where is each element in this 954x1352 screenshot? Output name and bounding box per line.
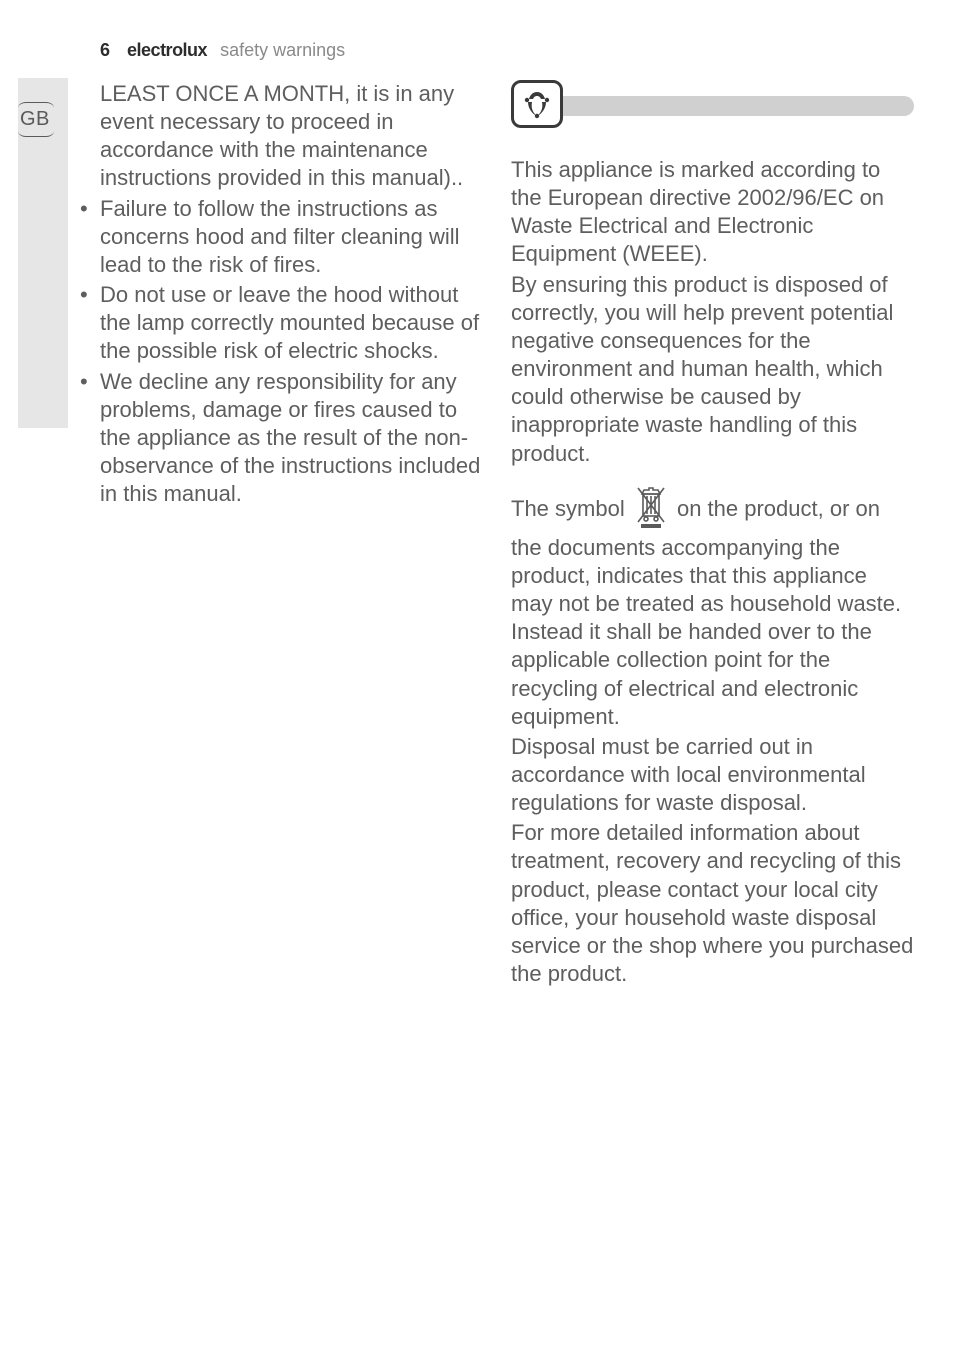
banner-bar — [537, 96, 914, 116]
bullet-item: We decline any responsibility for any pr… — [78, 368, 481, 509]
continuation-text: LEAST ONCE A MONTH, it is in any event n… — [78, 80, 481, 193]
symbol-pre-text: The symbol — [511, 496, 631, 521]
symbol-post-text: on the product, or on the documents acco… — [511, 496, 901, 729]
weee-directive-text: This appliance is marked according to th… — [511, 156, 914, 269]
page-header: 6 electrolux safety warnings — [100, 40, 345, 61]
page-number: 6 — [100, 40, 110, 60]
weee-bin-icon — [631, 482, 671, 530]
symbol-paragraph: The symbol — [511, 486, 914, 731]
language-code: GB — [20, 108, 50, 131]
bullet-item: Do not use or leave the hood without the… — [78, 281, 481, 365]
more-info-text: For more detailed information about trea… — [511, 819, 914, 988]
left-column: LEAST ONCE A MONTH, it is in any event n… — [78, 80, 481, 990]
recycling-icon — [511, 80, 563, 128]
brand-name: electrolux — [127, 40, 207, 60]
warning-bullets: Failure to follow the instructions as co… — [78, 195, 481, 509]
disposal-benefit-text: By ensuring this product is disposed of … — [511, 271, 914, 468]
recycling-banner — [511, 80, 914, 130]
right-column: This appliance is marked according to th… — [511, 80, 914, 990]
bullet-item: Failure to follow the instructions as co… — [78, 195, 481, 279]
section-title: safety warnings — [220, 40, 345, 60]
disposal-regulations-text: Disposal must be carried out in accordan… — [511, 733, 914, 817]
